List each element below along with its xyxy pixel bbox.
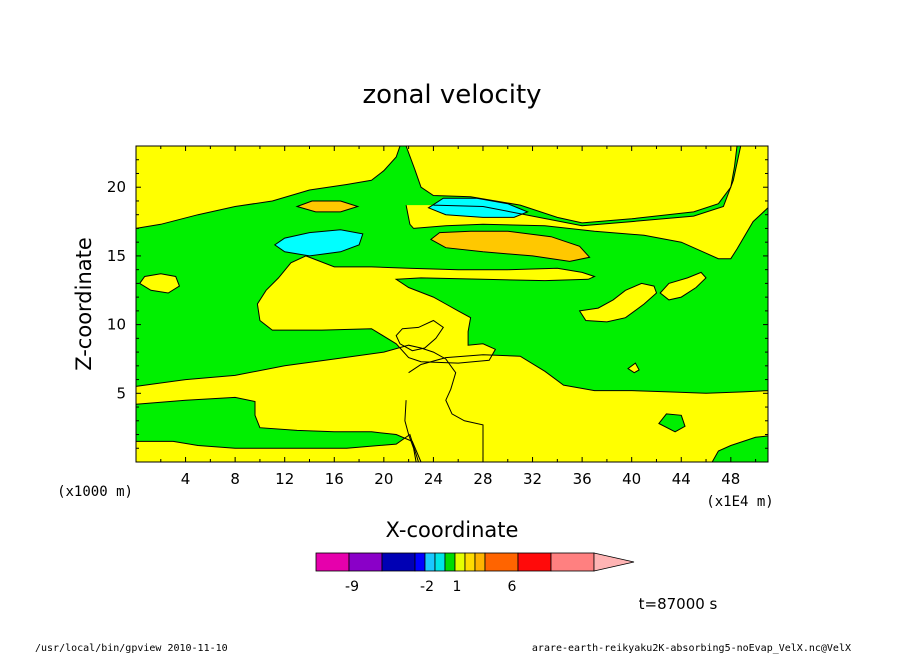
colorbar-swatch: [484, 552, 519, 572]
colorbar-tick-label: 6: [508, 579, 517, 595]
contour-region-yellow: [257, 255, 595, 364]
contour-region-yellow: [136, 345, 483, 462]
contour-line: [273, 229, 364, 257]
contour-line: [578, 282, 658, 323]
contour-line: [658, 413, 686, 433]
contour-line: [135, 344, 484, 463]
chart-title: zonal velocity: [362, 80, 541, 110]
contour-line: [295, 200, 360, 213]
time-label: t=87000 s: [639, 595, 718, 613]
contour-line: [138, 273, 181, 294]
x-tick-label: 44: [672, 470, 691, 488]
y-tick-label: 10: [107, 316, 126, 334]
colorbar-swatch: [454, 552, 466, 572]
colorbar-swatch: [414, 552, 426, 572]
x-unit-label: (x1E4 m): [706, 494, 773, 510]
x-tick-label: 8: [230, 470, 240, 488]
colorbar-swatch: [550, 552, 595, 572]
colorbar-tick-label: -9: [345, 579, 359, 595]
colorbar-swatch: [381, 552, 416, 572]
contour-line: [395, 319, 444, 352]
contour-region-orange: [297, 201, 358, 212]
x-tick-label: 36: [573, 470, 592, 488]
colorbar-tick-label: -2: [420, 579, 434, 595]
x-axis-label: X-coordinate: [386, 518, 519, 542]
contour-line: [627, 362, 640, 374]
contour-region-yellow: [404, 354, 768, 462]
contour-line: [256, 255, 596, 364]
contour-line: [135, 145, 401, 229]
contour-line: [135, 433, 419, 463]
contour-region-yellow: [406, 146, 737, 223]
contour-region-cyan: [274, 229, 363, 256]
colorbar-swatch: [315, 552, 350, 572]
colorbar-tick-label: 1: [453, 579, 462, 595]
colorbar-swatch: [517, 552, 552, 572]
x-tick-label: 24: [424, 470, 443, 488]
colorbar: [315, 552, 635, 572]
colorbar-swatch: [348, 552, 383, 572]
contour-region-yellow: [136, 434, 419, 462]
contour-region-yellow: [406, 146, 768, 259]
y-axis: 5 10 15 20: [107, 159, 768, 449]
x-tick-label: 40: [622, 470, 641, 488]
contour-region-yellow: [660, 272, 706, 300]
footer-left: /usr/local/bin/gpview 2010-11-10: [35, 643, 228, 654]
contour-line: [659, 271, 707, 301]
contour-region-yellow: [396, 320, 444, 351]
contour-region-yellow: [579, 283, 657, 322]
contour-region-green: [658, 413, 685, 432]
colorbar-swatch: [444, 552, 456, 572]
y-axis-label: Z-coordinate: [72, 237, 96, 371]
colorbar-swatch: [474, 552, 486, 572]
colorbar-swatch: [434, 552, 446, 572]
contour-line: [427, 197, 529, 218]
x-tick-label: 32: [523, 470, 542, 488]
x-tick-label: 28: [473, 470, 492, 488]
contour-line: [405, 145, 738, 224]
colorbar-swatch: [424, 552, 436, 572]
colorbar-arrow: [593, 552, 635, 572]
footer-right: arare-earth-reikyaku2K-absorbing5-noEvap…: [532, 643, 851, 654]
x-axis: 4 8 12 16 20 24 28 32 36 40 44 48: [160, 146, 757, 488]
x-tick-label: 16: [325, 470, 344, 488]
plot-frame: [135, 145, 769, 463]
contour-lines: [135, 145, 769, 463]
contour-region-yellow: [136, 146, 400, 229]
x-tick-label: 12: [275, 470, 294, 488]
y-tick-label: 20: [107, 178, 126, 196]
colorbar-swatch: [464, 552, 476, 572]
x-tick-label: 20: [374, 470, 393, 488]
y-tick-label: 15: [107, 247, 126, 265]
colorbar-labels: -9 -2 1 6: [345, 579, 517, 595]
contour-line: [429, 230, 591, 262]
contour-region-orange: [430, 231, 590, 262]
y-tick-label: 5: [116, 384, 126, 402]
x-tick-label: 4: [181, 470, 191, 488]
x-tick-label: 48: [721, 470, 740, 488]
y-unit-label: (x1000 m): [57, 484, 133, 500]
contour-line: [405, 145, 769, 260]
contour-line: [404, 354, 769, 463]
contour-region-yellow: [139, 273, 180, 293]
